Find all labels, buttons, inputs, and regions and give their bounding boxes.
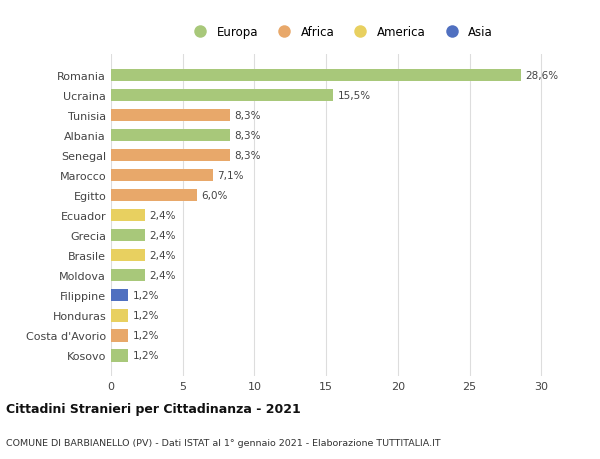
Text: 8,3%: 8,3% [235, 111, 261, 121]
Text: 28,6%: 28,6% [526, 71, 559, 81]
Text: COMUNE DI BARBIANELLO (PV) - Dati ISTAT al 1° gennaio 2021 - Elaborazione TUTTIT: COMUNE DI BARBIANELLO (PV) - Dati ISTAT … [6, 438, 440, 448]
Bar [111, 190, 197, 202]
Text: 7,1%: 7,1% [217, 171, 244, 181]
Bar [111, 110, 230, 122]
Bar [111, 330, 128, 342]
Text: 2,4%: 2,4% [150, 211, 176, 221]
Bar [111, 210, 145, 222]
Legend: Europa, Africa, America, Asia: Europa, Africa, America, Asia [188, 26, 493, 39]
Bar [111, 290, 128, 302]
Bar [111, 230, 145, 242]
Text: 8,3%: 8,3% [235, 131, 261, 141]
Text: 1,2%: 1,2% [133, 291, 159, 301]
Bar [111, 250, 145, 262]
Text: 2,4%: 2,4% [150, 271, 176, 280]
Bar [111, 150, 230, 162]
Bar [111, 90, 334, 102]
Text: 1,2%: 1,2% [133, 351, 159, 361]
Bar [111, 269, 145, 282]
Text: 2,4%: 2,4% [150, 231, 176, 241]
Text: 1,2%: 1,2% [133, 330, 159, 341]
Text: 6,0%: 6,0% [202, 191, 228, 201]
Bar [111, 349, 128, 362]
Bar [111, 129, 230, 142]
Text: 8,3%: 8,3% [235, 151, 261, 161]
Text: 15,5%: 15,5% [338, 91, 371, 101]
Bar [111, 169, 213, 182]
Text: Cittadini Stranieri per Cittadinanza - 2021: Cittadini Stranieri per Cittadinanza - 2… [6, 403, 301, 415]
Text: 2,4%: 2,4% [150, 251, 176, 261]
Bar [111, 70, 521, 82]
Bar [111, 309, 128, 322]
Text: 1,2%: 1,2% [133, 311, 159, 321]
